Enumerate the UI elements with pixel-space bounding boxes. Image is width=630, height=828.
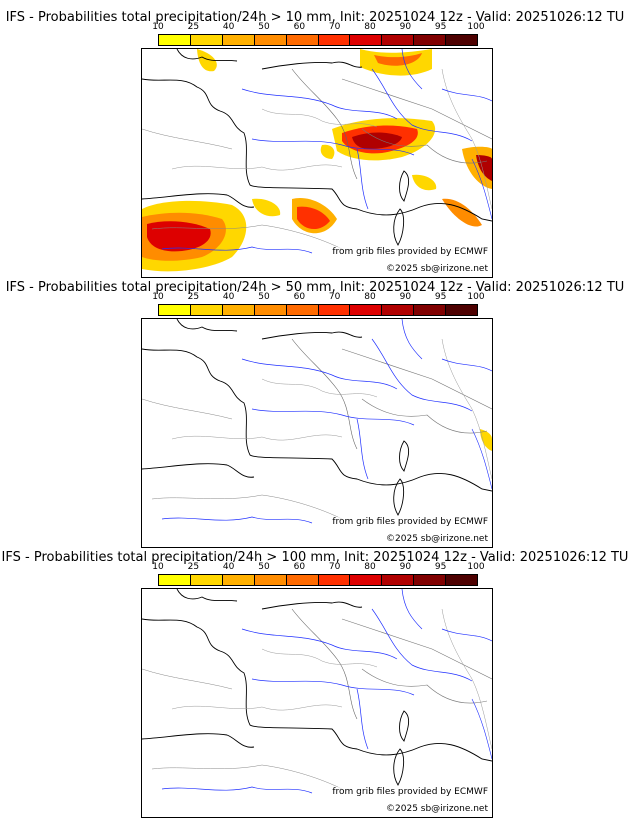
colorbar-segment	[350, 575, 383, 585]
source-credit: from grib files provided by ECMWF	[332, 247, 488, 257]
colorbar-segment	[414, 575, 447, 585]
map-canvas	[142, 589, 492, 794]
colorbar-segment	[190, 305, 223, 315]
map-canvas	[142, 49, 492, 272]
copyright: ©2025 sb@irizone.net	[386, 804, 488, 814]
map-canvas	[142, 319, 492, 524]
colorbar-tick-label: 10	[152, 292, 164, 302]
colorbar-tick-label: 50	[258, 22, 270, 32]
colorbar-segment	[222, 575, 255, 585]
colorbar-segment	[254, 575, 287, 585]
colorbar-tick-label: 10	[152, 22, 164, 32]
colorbar-segment	[382, 305, 415, 315]
colorbar-segment	[382, 575, 415, 585]
copyright: ©2025 sb@irizone.net	[386, 534, 488, 544]
colorbar-tick-label: 90	[399, 22, 412, 32]
colorbar-ticks: 10 25 40 50 60 70 80 90 95 100	[152, 22, 484, 34]
colorbar-tick-label: 90	[399, 562, 412, 572]
colorbar-tick-label: 70	[328, 562, 341, 572]
forecast-panel-100mm: IFS - Probabilities total precipitation/…	[0, 540, 630, 818]
copyright: ©2025 sb@irizone.net	[386, 264, 488, 274]
colorbar-tick-label: 95	[434, 22, 447, 32]
source-credit: from grib files provided by ECMWF	[332, 517, 488, 527]
precip-area	[480, 429, 492, 451]
colorbar-segment	[159, 575, 191, 585]
colorbar-segment	[350, 305, 383, 315]
panel-title: IFS - Probabilities total precipitation/…	[5, 280, 625, 295]
colorbar-tick-label: 10	[152, 562, 164, 572]
precip-map-100mm: from grib files provided by ECMWF ©2025 …	[141, 588, 493, 818]
colorbar-tick-label: 100	[467, 562, 485, 572]
precip-map-10mm: from grib files provided by ECMWF ©2025 …	[141, 48, 493, 278]
colorbar-tick-label: 70	[328, 22, 341, 32]
colorbar-segment	[286, 575, 319, 585]
colorbar-segment	[286, 35, 319, 45]
colorbar-tick-label: 70	[328, 292, 341, 302]
colorbar-segment	[318, 575, 351, 585]
colorbar-tick-label: 60	[293, 22, 306, 32]
colorbar-ticks: 10 25 40 50 60 70 80 90 95 100	[152, 292, 484, 304]
colorbar-segment	[254, 35, 287, 45]
colorbar-segment	[446, 35, 478, 45]
colorbar-segment	[382, 35, 415, 45]
colorbar	[158, 574, 478, 586]
precip-map-50mm: from grib files provided by ECMWF ©2025 …	[141, 318, 493, 548]
colorbar-segment	[286, 305, 319, 315]
colorbar-tick-label: 95	[434, 292, 447, 302]
colorbar-tick-label: 25	[187, 22, 200, 32]
colorbar-segment	[318, 305, 351, 315]
forecast-panel-50mm: IFS - Probabilities total precipitation/…	[0, 270, 630, 548]
colorbar-segment	[222, 35, 255, 45]
colorbar-tick-label: 50	[258, 562, 270, 572]
colorbar-segment	[446, 575, 478, 585]
colorbar	[158, 304, 478, 316]
colorbar-tick-label: 80	[364, 22, 376, 32]
colorbar-tick-label: 90	[399, 292, 412, 302]
colorbar-segment	[350, 35, 383, 45]
colorbar-segment	[318, 35, 351, 45]
colorbar-tick-label: 50	[258, 292, 270, 302]
colorbar-segment	[414, 305, 447, 315]
colorbar-tick-label: 40	[222, 292, 235, 302]
colorbar	[158, 34, 478, 46]
colorbar-tick-label: 40	[222, 22, 235, 32]
colorbar-tick-label: 95	[434, 562, 447, 572]
colorbar-tick-label: 25	[187, 562, 200, 572]
source-credit: from grib files provided by ECMWF	[332, 787, 488, 797]
forecast-panel-10mm: IFS - Probabilities total precipitation/…	[0, 0, 630, 278]
colorbar-tick-label: 40	[222, 562, 235, 572]
colorbar-segment	[159, 305, 191, 315]
colorbar-segment	[254, 305, 287, 315]
panel-title: IFS - Probabilities total precipitation/…	[1, 550, 629, 565]
colorbar-tick-label: 80	[364, 562, 376, 572]
precip-area	[142, 49, 492, 272]
colorbar-ticks: 10 25 40 50 60 70 80 90 95 100	[152, 562, 484, 574]
colorbar-tick-label: 80	[364, 292, 376, 302]
colorbar-tick-label: 100	[467, 22, 485, 32]
colorbar-segment	[159, 35, 191, 45]
colorbar-segment	[190, 575, 223, 585]
colorbar-segment	[222, 305, 255, 315]
colorbar-segment	[446, 305, 478, 315]
colorbar-segment	[190, 35, 223, 45]
colorbar-tick-label: 100	[467, 292, 485, 302]
colorbar-tick-label: 60	[293, 562, 306, 572]
panel-title: IFS - Probabilities total precipitation/…	[5, 10, 625, 25]
colorbar-tick-label: 60	[293, 292, 306, 302]
colorbar-segment	[414, 35, 447, 45]
colorbar-tick-label: 25	[187, 292, 200, 302]
